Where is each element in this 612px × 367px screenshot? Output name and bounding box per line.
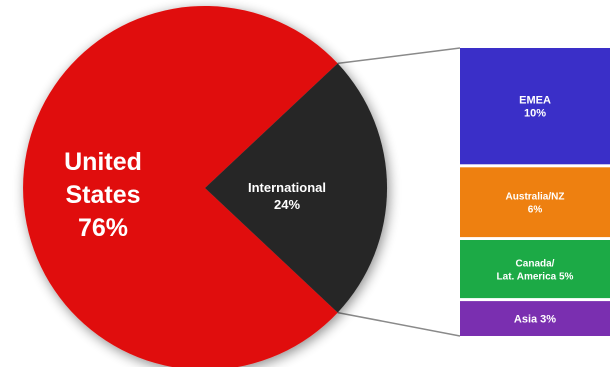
pie bbox=[23, 6, 388, 367]
connector-line-top bbox=[337, 47, 461, 65]
breakdown-label-australia-nz: Australia/NZ 6% bbox=[506, 192, 565, 216]
breakdown-label-emea: EMEA 10% bbox=[519, 95, 551, 120]
pie-slice-international bbox=[205, 63, 388, 313]
breakdown-segment-australia-nz bbox=[460, 167, 610, 238]
pie-labels: United States 76% International 24% bbox=[64, 148, 326, 242]
pie-slice-united bbox=[23, 6, 338, 367]
breakdown-label-asia-3: Asia 3% bbox=[514, 314, 556, 326]
label-international: International 24% bbox=[248, 180, 326, 212]
connector-line-bottom bbox=[337, 311, 461, 337]
connector-lines bbox=[337, 47, 461, 337]
label-united-states: United States 76% bbox=[64, 148, 142, 242]
breakdown-bar: EMEA 10% Australia/NZ 6% Canada/Lat. America… bbox=[460, 48, 610, 336]
breakdown-segment-emea bbox=[460, 48, 610, 165]
breakdown-segment-canada bbox=[460, 240, 610, 299]
breakdown-label-canada: Canada/Lat. America 5% bbox=[497, 259, 574, 283]
breakdown-segment-asia-3 bbox=[460, 301, 610, 336]
